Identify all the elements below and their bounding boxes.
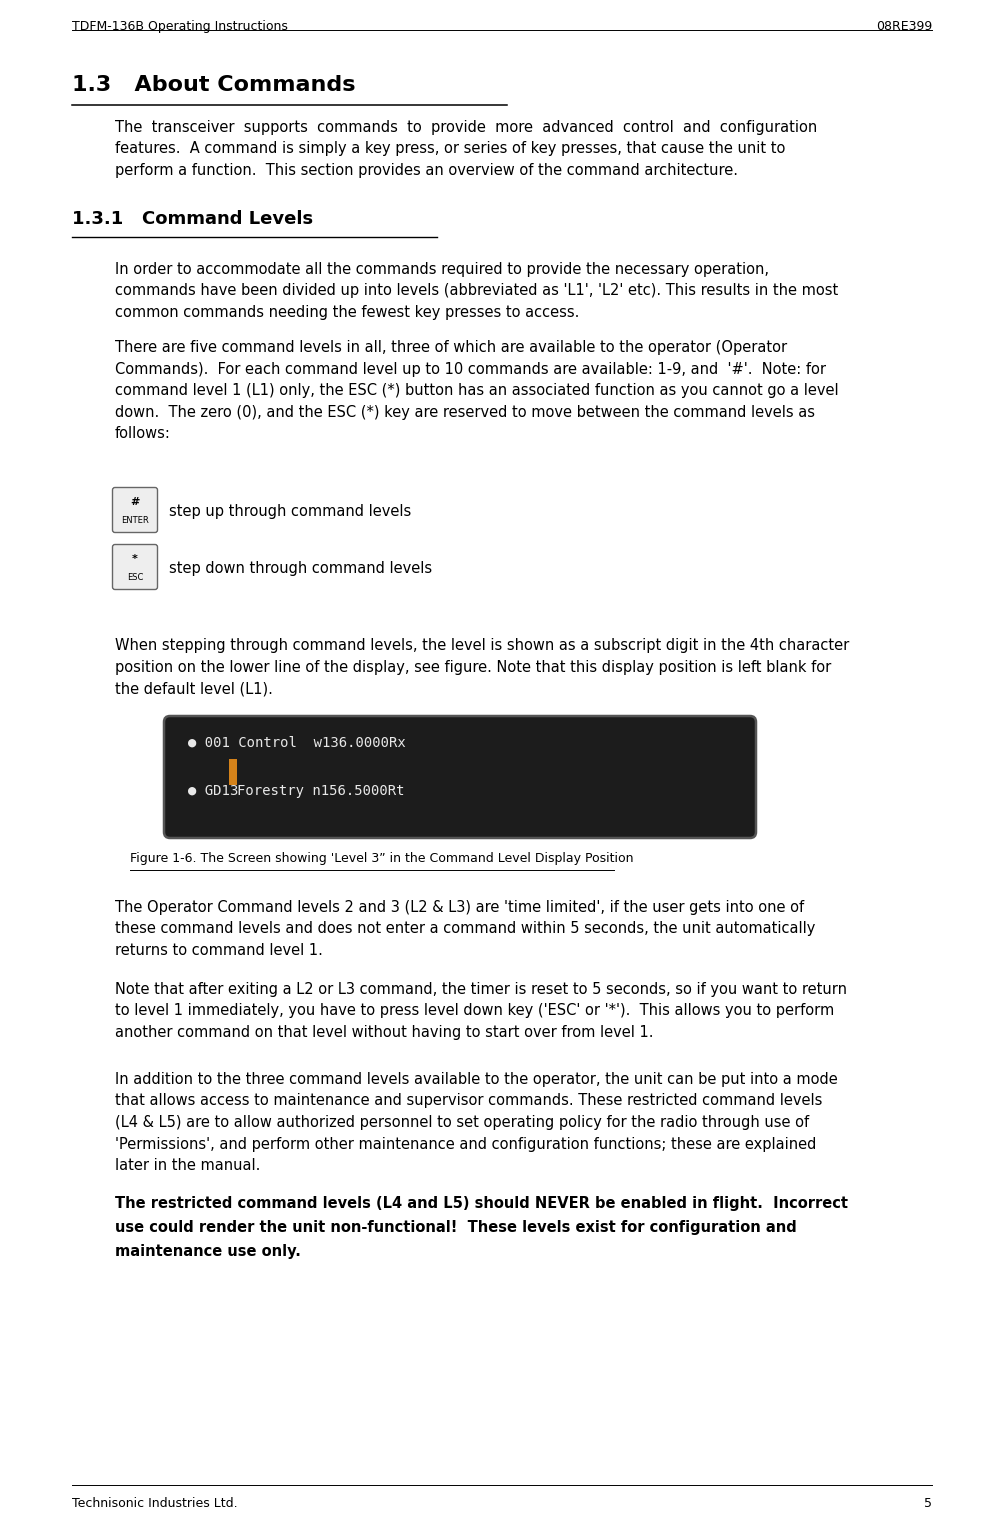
- Text: the default level (L1).: the default level (L1).: [115, 682, 273, 695]
- Text: later in the manual.: later in the manual.: [115, 1157, 260, 1173]
- Text: 'Permissions', and perform other maintenance and configuration functions; these : 'Permissions', and perform other mainten…: [115, 1136, 815, 1151]
- Text: features.  A command is simply a key press, or series of key presses, that cause: features. A command is simply a key pres…: [115, 141, 784, 156]
- Text: 08RE399: 08RE399: [875, 20, 931, 33]
- FancyBboxPatch shape: [112, 544, 157, 589]
- Text: Forestry n156.5000Rt: Forestry n156.5000Rt: [237, 783, 404, 798]
- Text: 5: 5: [923, 1497, 931, 1510]
- Text: ● 001 Control  w136.0000Rx: ● 001 Control w136.0000Rx: [188, 736, 405, 750]
- Text: The Operator Command levels 2 and 3 (L2 & L3) are 'time limited', if the user ge: The Operator Command levels 2 and 3 (L2 …: [115, 900, 803, 915]
- Text: common commands needing the fewest key presses to access.: common commands needing the fewest key p…: [115, 305, 579, 320]
- Text: 1.3.1   Command Levels: 1.3.1 Command Levels: [72, 211, 313, 227]
- Text: (L4 & L5) are to allow authorized personnel to set operating policy for the radi: (L4 & L5) are to allow authorized person…: [115, 1115, 808, 1130]
- Text: Figure 1-6. The Screen showing 'Level 3” in the Command Level Display Position: Figure 1-6. The Screen showing 'Level 3”…: [129, 851, 633, 865]
- Text: use could render the unit non-functional!  These levels exist for configuration : use could render the unit non-functional…: [115, 1220, 796, 1235]
- Text: commands have been divided up into levels (abbreviated as 'L1', 'L2' etc). This : commands have been divided up into level…: [115, 283, 838, 298]
- Text: down.  The zero (0), and the ESC (*) key are reserved to move between the comman: down. The zero (0), and the ESC (*) key …: [115, 405, 814, 420]
- Text: follows:: follows:: [115, 426, 171, 441]
- Text: When stepping through command levels, the level is shown as a subscript digit in: When stepping through command levels, th…: [115, 638, 849, 653]
- Text: *: *: [132, 554, 137, 564]
- Text: position on the lower line of the display, see figure. Note that this display po: position on the lower line of the displa…: [115, 659, 830, 674]
- Text: Commands).  For each command level up to 10 commands are available: 1-9, and  '#: Commands). For each command level up to …: [115, 362, 825, 377]
- Text: Note that after exiting a L2 or L3 command, the timer is reset to 5 seconds, so : Note that after exiting a L2 or L3 comma…: [115, 982, 847, 997]
- Text: another command on that level without having to start over from level 1.: another command on that level without ha…: [115, 1026, 653, 1039]
- Text: The restricted command levels (L4 and L5) should NEVER be enabled in flight.  In: The restricted command levels (L4 and L5…: [115, 1195, 848, 1210]
- Text: ● GD1: ● GD1: [188, 783, 230, 798]
- FancyBboxPatch shape: [112, 488, 157, 532]
- Text: 1.3   About Commands: 1.3 About Commands: [72, 76, 355, 95]
- Text: step up through command levels: step up through command levels: [169, 504, 411, 520]
- Text: maintenance use only.: maintenance use only.: [115, 1244, 301, 1259]
- Text: In addition to the three command levels available to the operator, the unit can : In addition to the three command levels …: [115, 1073, 837, 1086]
- Text: returns to command level 1.: returns to command level 1.: [115, 942, 323, 957]
- Text: perform a function.  This section provides an overview of the command architectu: perform a function. This section provide…: [115, 164, 737, 177]
- Text: step down through command levels: step down through command levels: [169, 561, 431, 576]
- Text: TDFM-136B Operating Instructions: TDFM-136B Operating Instructions: [72, 20, 288, 33]
- Text: that allows access to maintenance and supervisor commands. These restricted comm: that allows access to maintenance and su…: [115, 1094, 821, 1109]
- Bar: [229, 759, 237, 785]
- Text: to level 1 immediately, you have to press level down key ('ESC' or '*').  This a: to level 1 immediately, you have to pres…: [115, 1003, 833, 1018]
- Text: Technisonic Industries Ltd.: Technisonic Industries Ltd.: [72, 1497, 238, 1510]
- Text: ESC: ESC: [126, 573, 143, 582]
- Text: The  transceiver  supports  commands  to  provide  more  advanced  control  and : The transceiver supports commands to pro…: [115, 120, 816, 135]
- FancyBboxPatch shape: [163, 717, 755, 838]
- Text: In order to accommodate all the commands required to provide the necessary opera: In order to accommodate all the commands…: [115, 262, 768, 277]
- Text: There are five command levels in all, three of which are available to the operat: There are five command levels in all, th…: [115, 339, 786, 355]
- Text: #: #: [130, 497, 139, 508]
- Text: ENTER: ENTER: [121, 517, 148, 526]
- Text: these command levels and does not enter a command within 5 seconds, the unit aut: these command levels and does not enter …: [115, 921, 814, 936]
- Text: 3: 3: [229, 783, 237, 798]
- Text: command level 1 (L1) only, the ESC (*) button has an associated function as you : command level 1 (L1) only, the ESC (*) b…: [115, 383, 838, 398]
